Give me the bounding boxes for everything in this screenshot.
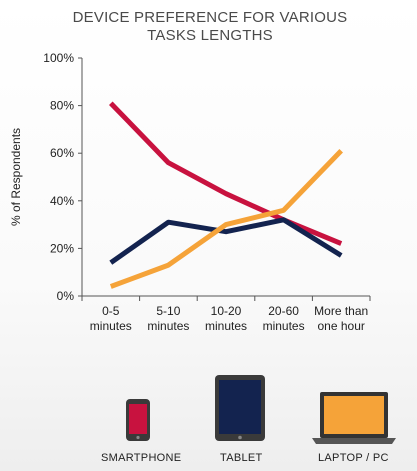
x-tick-label: 5-10 minutes: [147, 304, 189, 333]
legend-laptop-label: LAPTOP / PC: [318, 452, 389, 464]
axes: [78, 57, 371, 301]
series-line-tablet: [109, 217, 343, 265]
x-tick-label: More than one hour: [314, 304, 368, 333]
smartphone-icon: [126, 399, 150, 441]
x-tick-label: 20-60 minutes: [263, 304, 305, 333]
y-axis-title: % of Respondents: [9, 128, 23, 226]
tick-labels: 0% 20% 40% 60% 80% 100% 0-5 minutes 5-10 minutes 1…: [9, 51, 368, 333]
y-tick-label: 0%: [57, 289, 75, 303]
laptop-icon: [312, 392, 396, 444]
y-tick-label: 80%: [50, 99, 74, 113]
series-line-smartphone: [109, 101, 343, 246]
x-tick-label: 0-5 minutes: [90, 304, 132, 333]
y-tick-label: 40%: [50, 194, 74, 208]
legend-tablet-label: TABLET: [220, 452, 263, 464]
x-tick-label: 10-20 minutes: [205, 304, 247, 333]
tablet-icon: [215, 375, 265, 441]
series-line-laptop-pc: [109, 149, 343, 289]
y-tick-label: 60%: [50, 146, 74, 160]
series-lines: [109, 101, 343, 289]
chart-title: DEVICE PREFERENCE FOR VARIOUS TASKS LENG…: [72, 9, 348, 44]
y-tick-label: 20%: [50, 241, 74, 255]
y-tick-label: 100%: [43, 51, 74, 65]
legend-smartphone-label: SMARTPHONE: [101, 452, 182, 464]
